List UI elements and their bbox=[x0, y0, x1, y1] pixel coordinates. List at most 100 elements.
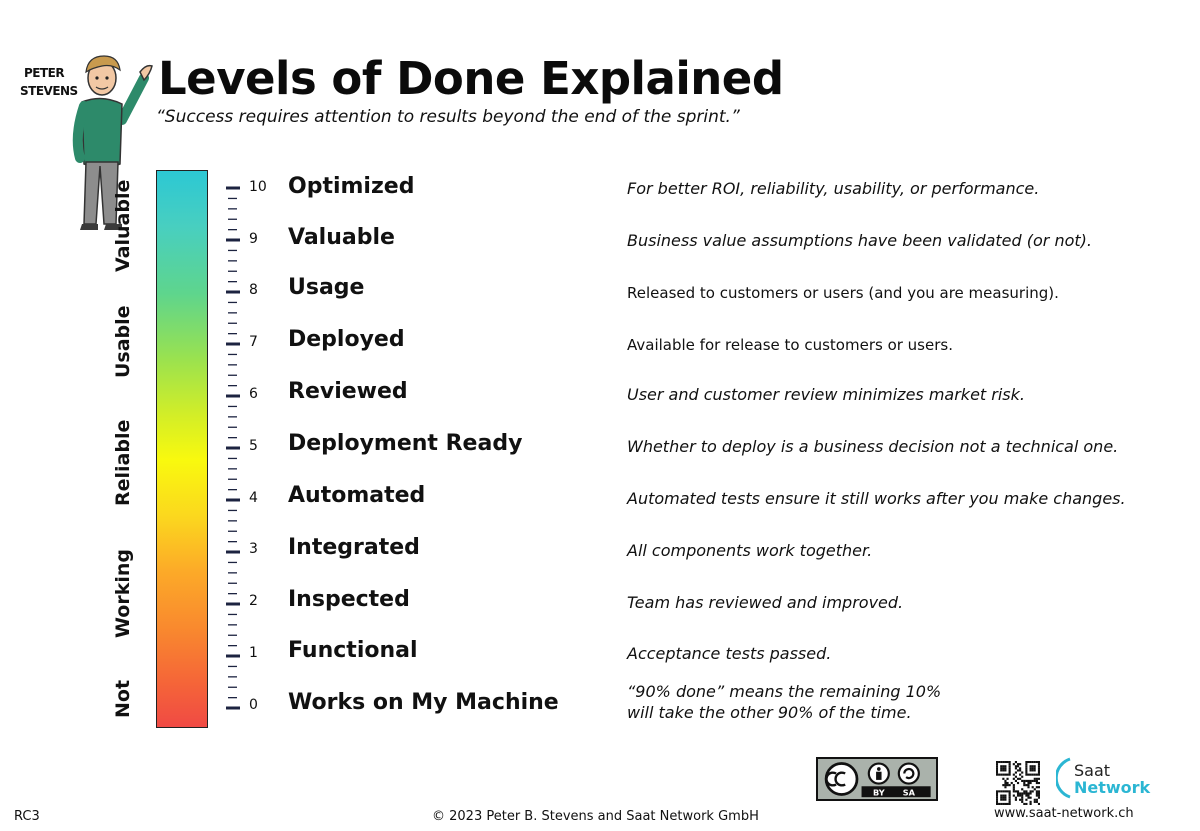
level-description: Released to customers or users (and you … bbox=[627, 284, 1059, 302]
level-description: Whether to deploy is a business decision… bbox=[627, 437, 1119, 456]
license-by-label: BY bbox=[873, 787, 885, 797]
ruler-major-tick bbox=[226, 290, 240, 294]
author-name: PETER STEVENS bbox=[20, 64, 78, 100]
version-label: RC3 bbox=[14, 809, 40, 824]
ruler-minor-tick bbox=[228, 676, 237, 678]
level-description: Business value assumptions have been val… bbox=[627, 231, 1092, 250]
ruler-minor-tick bbox=[228, 364, 237, 366]
ruler-minor-tick bbox=[228, 333, 237, 335]
category-reliable: Reliable bbox=[112, 419, 134, 506]
level-name: Deployed bbox=[288, 327, 405, 352]
ruler-minor-tick bbox=[228, 645, 237, 647]
level-ruler bbox=[226, 186, 240, 710]
level-number: 5 bbox=[249, 438, 258, 454]
ruler-minor-tick bbox=[228, 593, 237, 595]
level-number: 4 bbox=[249, 490, 258, 506]
ruler-minor-tick bbox=[228, 478, 237, 480]
ruler-minor-tick bbox=[228, 385, 237, 387]
ruler-minor-tick bbox=[228, 634, 237, 636]
ruler-minor-tick bbox=[228, 686, 237, 688]
website-link[interactable]: www.saat-network.ch bbox=[994, 806, 1134, 821]
category-usable: Usable bbox=[112, 305, 134, 378]
ruler-minor-tick bbox=[228, 416, 237, 418]
level-name: Inspected bbox=[288, 587, 410, 612]
level-name: Valuable bbox=[288, 225, 395, 250]
done-gradient-bar bbox=[156, 170, 208, 728]
level-name: Functional bbox=[288, 638, 418, 663]
ruler-minor-tick bbox=[228, 489, 237, 491]
ruler-minor-tick bbox=[228, 572, 237, 574]
level-name: Works on My Machine bbox=[288, 690, 559, 715]
level-description: Team has reviewed and improved. bbox=[627, 593, 904, 612]
ruler-minor-tick bbox=[228, 613, 237, 616]
ruler-major-tick bbox=[226, 238, 240, 242]
page-subtitle: “Success requires attention to results b… bbox=[156, 107, 740, 127]
level-name: Integrated bbox=[288, 535, 420, 560]
level-number: 0 bbox=[249, 697, 258, 713]
ruler-minor-tick bbox=[228, 665, 237, 668]
level-number: 9 bbox=[249, 231, 258, 247]
ruler-minor-tick bbox=[228, 509, 237, 512]
level-name: Deployment Ready bbox=[288, 431, 523, 456]
level-number: 7 bbox=[249, 334, 258, 350]
creative-commons-by-sa-icon: BY SA bbox=[816, 757, 938, 801]
level-number: 3 bbox=[249, 541, 258, 557]
logo-text-line1: Saat bbox=[1074, 761, 1111, 780]
ruler-minor-tick bbox=[228, 582, 237, 584]
level-name: Automated bbox=[288, 483, 426, 508]
author-last-name: STEVENS bbox=[20, 84, 78, 98]
ruler-major-tick bbox=[226, 654, 240, 658]
level-number: 6 bbox=[249, 386, 258, 402]
ruler-minor-tick bbox=[228, 520, 237, 522]
level-description: User and customer review minimizes marke… bbox=[627, 385, 1025, 404]
author-avatar-illustration bbox=[72, 55, 153, 230]
level-number: 2 bbox=[249, 593, 258, 609]
level-number: 8 bbox=[249, 282, 258, 298]
ruler-major-tick bbox=[226, 550, 240, 554]
ruler-minor-tick bbox=[228, 353, 237, 356]
ruler-major-tick bbox=[226, 446, 240, 450]
level-description: All components work together. bbox=[627, 541, 873, 560]
level-description: For better ROI, reliability, usability, … bbox=[627, 179, 1040, 198]
ruler-minor-tick bbox=[228, 229, 237, 231]
ruler-major-tick bbox=[226, 706, 240, 710]
ruler-minor-tick bbox=[228, 249, 237, 252]
ruler-minor-tick bbox=[228, 530, 237, 532]
level-name: Reviewed bbox=[288, 379, 408, 404]
ruler-minor-tick bbox=[228, 405, 237, 408]
ruler-minor-tick bbox=[228, 426, 237, 428]
ruler-major-tick bbox=[226, 186, 240, 190]
saat-network-logo bbox=[1056, 757, 1071, 799]
ruler-minor-tick bbox=[228, 541, 237, 543]
ruler-minor-tick bbox=[228, 322, 237, 324]
level-description: Automated tests ensure it still works af… bbox=[627, 489, 1126, 508]
ruler-minor-tick bbox=[228, 457, 237, 460]
ruler-major-tick bbox=[226, 394, 240, 398]
ruler-minor-tick bbox=[228, 374, 237, 376]
ruler-minor-tick bbox=[228, 218, 237, 220]
ruler-major-tick bbox=[226, 498, 240, 502]
level-name: Usage bbox=[288, 275, 365, 300]
ruler-minor-tick bbox=[228, 561, 237, 564]
category-working: Working bbox=[112, 549, 134, 638]
ruler-minor-tick bbox=[228, 260, 237, 262]
copyright-notice: © 2023 Peter B. Stevens and Saat Network… bbox=[432, 809, 759, 824]
ruler-minor-tick bbox=[228, 197, 237, 200]
ruler-minor-tick bbox=[228, 312, 237, 314]
level-description: Acceptance tests passed. bbox=[627, 644, 832, 663]
logo-text-line2: Network bbox=[1074, 778, 1151, 797]
category-valuable: Valuable bbox=[112, 179, 134, 272]
page-title: Levels of Done Explained bbox=[158, 52, 784, 105]
category-not: Not bbox=[112, 679, 134, 718]
qr-code-icon[interactable] bbox=[996, 761, 1040, 805]
ruler-minor-tick bbox=[228, 437, 237, 439]
ruler-major-tick bbox=[226, 342, 240, 346]
level-number: 10 bbox=[249, 179, 267, 195]
ruler-minor-tick bbox=[228, 281, 237, 283]
ruler-minor-tick bbox=[228, 697, 237, 699]
ruler-minor-tick bbox=[228, 208, 237, 210]
author-first-name: PETER bbox=[23, 66, 65, 80]
license-sa-label: SA bbox=[903, 787, 916, 797]
level-name: Optimized bbox=[288, 174, 415, 199]
ruler-minor-tick bbox=[228, 468, 237, 470]
